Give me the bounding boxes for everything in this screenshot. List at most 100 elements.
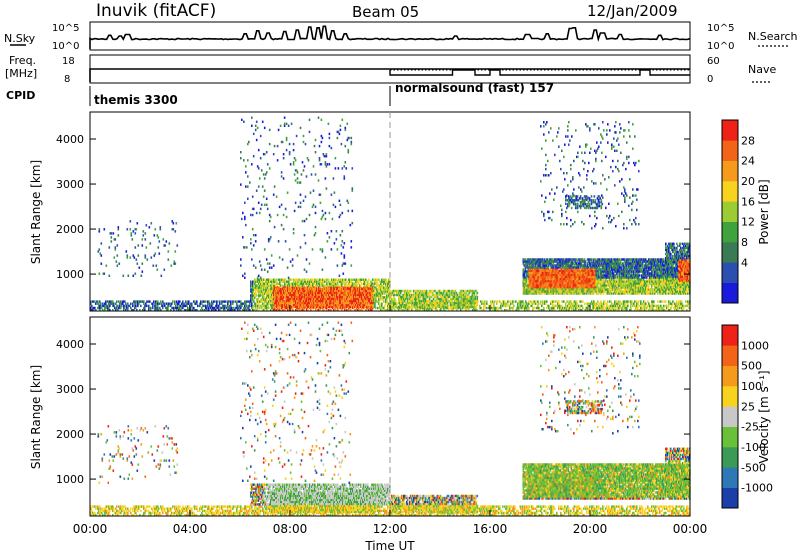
heatmap-cell — [328, 280, 330, 283]
heatmap-cell — [494, 306, 496, 310]
heatmap-cell — [316, 280, 318, 283]
heatmap-cell — [469, 301, 472, 305]
heatmap-cell — [264, 302, 266, 305]
heatmap-cell — [531, 258, 534, 261]
heatmap-cell — [164, 304, 166, 308]
heatmap-cell — [311, 280, 313, 283]
heatmap-cell — [377, 294, 379, 297]
heatmap-cell — [296, 299, 298, 303]
heatmap-cell — [527, 309, 529, 312]
heatmap-cell — [278, 278, 280, 281]
heatmap-cell — [507, 300, 509, 303]
heatmap-cell — [395, 289, 397, 293]
heatmap-cell — [328, 301, 330, 305]
heatmap-cell — [277, 299, 279, 303]
heatmap-cell — [294, 284, 296, 287]
heatmap-cell — [570, 300, 572, 303]
heatmap-cell — [357, 293, 359, 297]
heatmap-cell — [289, 284, 291, 287]
heatmap-cell — [181, 302, 183, 305]
heatmap-cell — [317, 303, 319, 307]
heatmap-cell — [335, 280, 337, 283]
heatmap-cell — [317, 299, 319, 303]
heatmap-cell — [148, 300, 150, 303]
heatmap-cell — [309, 290, 311, 293]
heatmap-cell — [301, 309, 303, 312]
heatmap-cell — [315, 303, 317, 307]
heatmap-cell — [378, 294, 380, 297]
heatmap-cell — [321, 295, 323, 299]
heatmap-cell — [332, 289, 334, 292]
heatmap-cell — [486, 302, 488, 305]
heatmap-cell — [419, 289, 422, 293]
heatmap-cell — [277, 291, 279, 295]
heatmap-cell — [606, 302, 608, 305]
heatmap-cell — [536, 306, 538, 310]
heatmap-cell — [385, 296, 387, 299]
heatmap-cell — [381, 278, 383, 281]
heatmap-cell — [661, 306, 663, 310]
heatmap-cell — [354, 278, 356, 281]
heatmap-cell — [359, 286, 361, 289]
heatmap-cell — [253, 296, 255, 299]
heatmap-cell — [523, 276, 526, 279]
heatmap-cell — [211, 309, 213, 312]
heatmap-cell — [343, 289, 345, 292]
heatmap-cell — [616, 302, 618, 305]
heatmap-cell — [284, 295, 286, 299]
heatmap-cell — [600, 302, 602, 305]
heatmap-cell — [363, 278, 365, 281]
heatmap-cell — [161, 302, 163, 305]
heatmap-cell — [363, 287, 365, 290]
heatmap-cell — [363, 306, 365, 310]
heatmap-cell — [127, 309, 129, 312]
heatmap-cell — [615, 304, 617, 308]
heatmap-cell — [564, 306, 566, 310]
heatmap-cell — [349, 284, 351, 287]
heatmap-cell — [637, 304, 639, 308]
heatmap-cell — [315, 278, 317, 281]
heatmap-cell — [649, 306, 651, 310]
heatmap-cell — [252, 284, 254, 287]
heatmap-cell — [447, 295, 450, 299]
heatmap-cell — [557, 266, 560, 269]
heatmap-cell — [362, 295, 364, 299]
heatmap-cell — [339, 289, 341, 292]
heatmap-cell — [328, 305, 330, 309]
heatmap-cell — [425, 291, 428, 295]
heatmap-cell — [614, 302, 616, 305]
heatmap-cell — [368, 287, 370, 290]
heatmap-cell — [292, 297, 294, 301]
heatmap-cell — [464, 301, 467, 305]
heatmap-cell — [327, 303, 329, 307]
heatmap-cell — [319, 278, 321, 281]
heatmap-cell — [564, 264, 567, 267]
heatmap-cell — [588, 309, 590, 312]
heatmap-cell — [379, 292, 381, 295]
heatmap-cell — [264, 290, 266, 293]
heatmap-cell — [200, 309, 202, 312]
heatmap-cell — [302, 295, 304, 299]
heatmap-cell — [376, 290, 378, 293]
heatmap-cell — [558, 266, 561, 269]
heatmap-cell — [307, 286, 309, 289]
heatmap-cell — [454, 289, 457, 293]
nsky-tick-bottom: 10^0 — [52, 41, 79, 52]
heatmap-cell — [135, 300, 137, 303]
heatmap-cell — [535, 268, 538, 271]
heatmap-cell — [460, 301, 463, 305]
heatmap-cell — [326, 291, 328, 295]
heatmap-cell — [258, 278, 260, 281]
heatmap-cell — [333, 282, 335, 285]
heatmap-cell — [347, 293, 349, 297]
heatmap-cell — [213, 306, 215, 310]
heatmap-cell — [573, 300, 575, 303]
heatmap-cell — [251, 292, 253, 295]
heatmap-cell — [304, 297, 306, 301]
heatmap-cell — [438, 305, 441, 309]
heatmap-cell — [104, 306, 106, 310]
heatmap-cell — [614, 300, 616, 303]
heatmap-cell — [607, 306, 609, 310]
heatmap-cell — [560, 272, 563, 275]
heatmap-cell — [354, 294, 356, 297]
